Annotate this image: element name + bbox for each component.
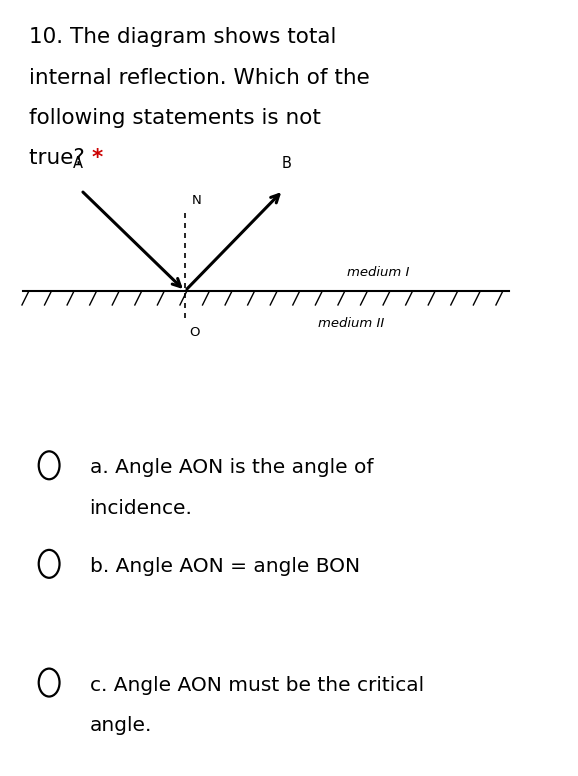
Text: true?: true? bbox=[29, 148, 91, 168]
Text: medium I: medium I bbox=[347, 266, 409, 279]
Text: N: N bbox=[192, 194, 202, 207]
Text: incidence.: incidence. bbox=[90, 499, 192, 518]
Text: internal reflection. Which of the: internal reflection. Which of the bbox=[29, 68, 370, 88]
Text: *: * bbox=[91, 148, 102, 168]
Text: angle.: angle. bbox=[90, 716, 152, 735]
Text: O: O bbox=[190, 326, 200, 339]
Text: B: B bbox=[281, 156, 291, 171]
Text: medium II: medium II bbox=[318, 317, 384, 330]
Text: A: A bbox=[73, 156, 83, 171]
Text: b. Angle AON = angle BON: b. Angle AON = angle BON bbox=[90, 557, 360, 576]
Text: 10. The diagram shows total: 10. The diagram shows total bbox=[29, 27, 336, 47]
Text: c. Angle AON must be the critical: c. Angle AON must be the critical bbox=[90, 676, 424, 695]
Text: a. Angle AON is the angle of: a. Angle AON is the angle of bbox=[90, 459, 373, 477]
Text: following statements is not: following statements is not bbox=[29, 108, 321, 128]
